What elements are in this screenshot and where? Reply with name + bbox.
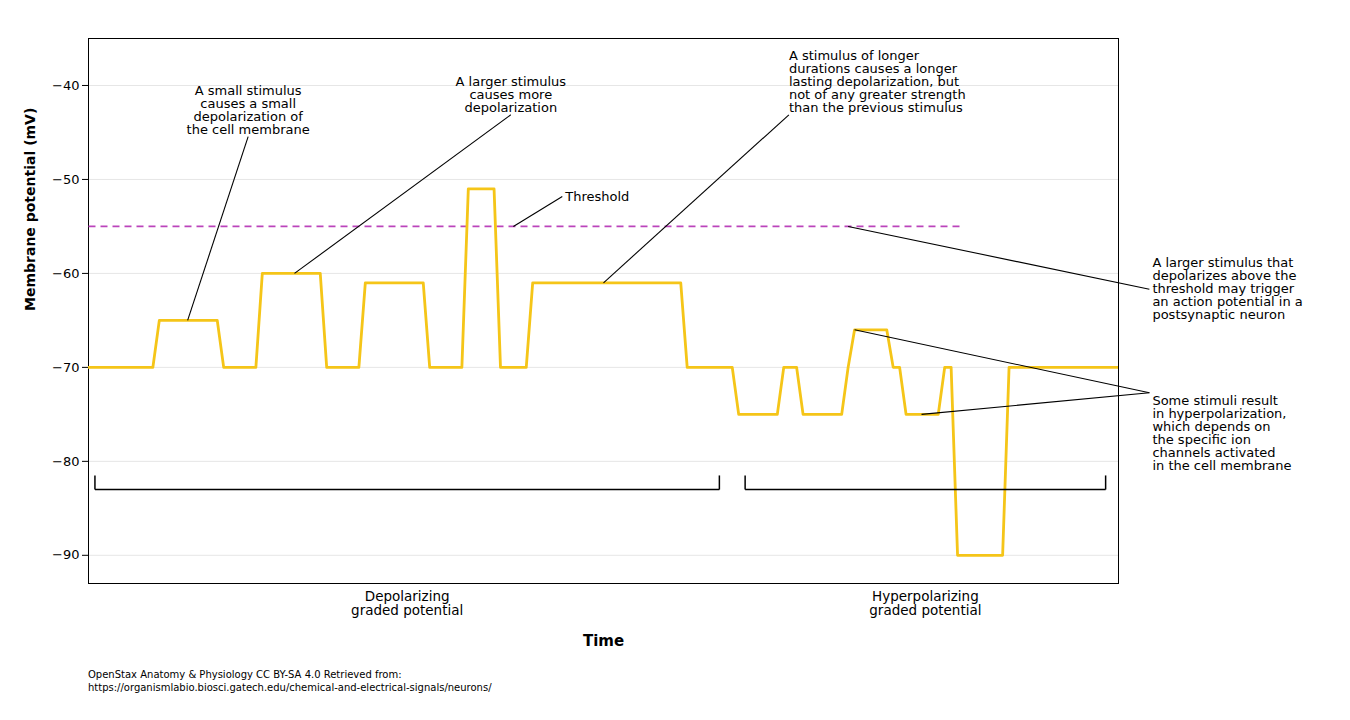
- svg-text:Depolarizinggraded potential: Depolarizinggraded potential: [351, 588, 463, 618]
- svg-text:−60: −60: [52, 266, 79, 281]
- svg-text:Membrane potential (mV): Membrane potential (mV): [22, 108, 38, 311]
- svg-text:A larger stimulus thatdepolari: A larger stimulus thatdepolarizes above …: [1152, 255, 1302, 322]
- svg-text:Hyperpolarizinggraded potentia: Hyperpolarizinggraded potential: [869, 588, 981, 618]
- svg-text:Threshold: Threshold: [564, 189, 629, 204]
- svg-text:A small stimuluscauses a small: A small stimuluscauses a smalldepolariza…: [187, 83, 310, 137]
- svg-text:Time: Time: [583, 632, 624, 650]
- html-text:OpenStax Anatomy & Physiology: OpenStax Anatomy & Physiology CC BY-SA 4…: [88, 669, 402, 680]
- svg-text:−40: −40: [52, 78, 79, 93]
- svg-text:−90: −90: [52, 547, 79, 562]
- svg-text:−50: −50: [52, 172, 79, 187]
- svg-text:A larger stimuluscauses morede: A larger stimuluscauses moredepolarizati…: [456, 74, 567, 115]
- html-text:https://organismlabio.biosci.g: https://organismlabio.biosci.gatech.edu/…: [88, 682, 492, 693]
- svg-text:A stimulus of longerdurations: A stimulus of longerdurations causes a l…: [789, 48, 966, 115]
- svg-text:−70: −70: [52, 360, 79, 375]
- svg-text:−80: −80: [52, 454, 79, 469]
- svg-text:Some stimuli resultin hyperpol: Some stimuli resultin hyperpolarization,…: [1152, 393, 1291, 473]
